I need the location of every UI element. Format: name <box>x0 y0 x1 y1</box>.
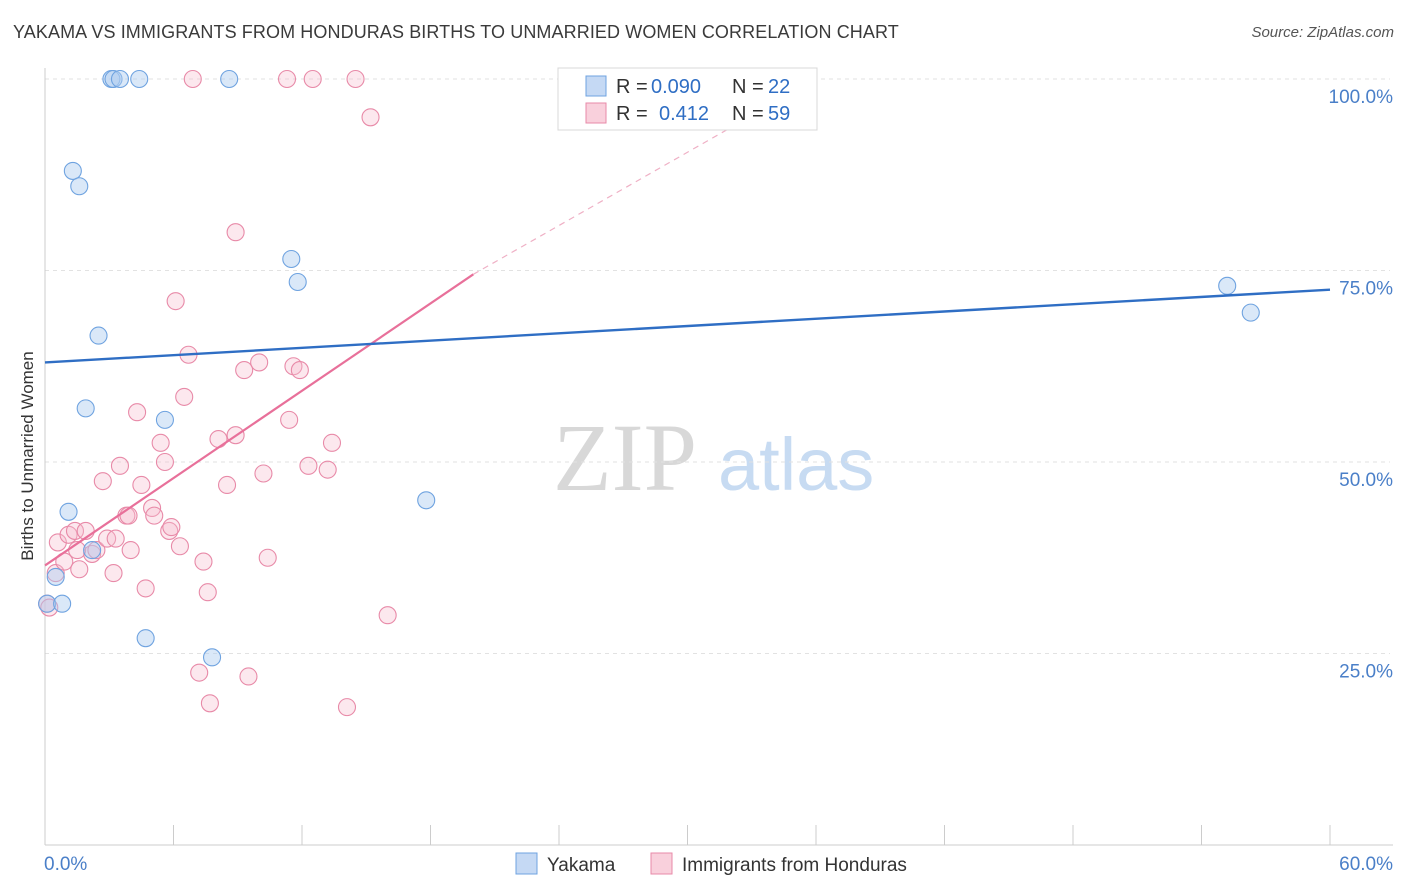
honduras-point <box>93 472 112 491</box>
gridlines: 100.0% 75.0% 50.0% 25.0% <box>45 78 1394 683</box>
yakama-point <box>417 491 436 510</box>
y-tick-label: 25.0% <box>1339 662 1393 683</box>
watermark-atlas: atlas <box>718 423 874 506</box>
honduras-point <box>106 529 125 548</box>
yakama-point <box>83 541 102 560</box>
honduras-point <box>170 537 189 556</box>
yakama-point <box>203 648 222 667</box>
legend-r-label-1: R = <box>616 76 648 98</box>
bottom-legend-honduras: Immigrants from Honduras <box>682 855 907 876</box>
honduras-point <box>250 353 269 372</box>
honduras-point <box>378 606 397 625</box>
honduras-point <box>155 452 174 472</box>
yakama-point <box>1218 276 1237 295</box>
legend-n-value-yakama: 22 <box>768 76 790 98</box>
honduras-point <box>322 433 342 452</box>
honduras-point <box>198 583 217 602</box>
legend-n-label-1: N = <box>732 76 764 98</box>
bottom-legend-swatch-honduras <box>650 852 673 875</box>
bottom-legend-yakama: Yakama <box>547 855 616 876</box>
honduras-point <box>162 518 181 537</box>
yakama-point <box>136 629 155 648</box>
legend-r-label-2: R = <box>616 103 648 125</box>
y-axis-label: Births to Unmarried Women <box>18 351 37 560</box>
honduras-point <box>121 541 140 560</box>
honduras-point <box>166 292 185 311</box>
yakama-point <box>155 410 174 429</box>
honduras-point <box>226 223 245 242</box>
y-tick-label: 100.0% <box>1329 87 1394 108</box>
yakama-point <box>110 69 130 89</box>
yakama-point <box>104 69 123 89</box>
yakama-point <box>70 177 89 196</box>
legend-n-label-2: N = <box>732 103 764 125</box>
honduras-point <box>145 506 164 525</box>
honduras-point <box>200 694 219 713</box>
chart-title: YAKAMA VS IMMIGRANTS FROM HONDURAS BIRTH… <box>13 22 899 42</box>
honduras-point <box>136 579 155 598</box>
honduras-point <box>151 433 170 452</box>
legend-swatch-honduras <box>585 102 607 124</box>
yakama-point <box>76 399 95 418</box>
honduras-point <box>235 361 254 380</box>
legend-n-value-honduras: 59 <box>768 103 790 125</box>
stats-legend: R = 0.090 N = 22 R = 0.412 N = 59 <box>557 67 818 131</box>
legend-r-value-yakama: 0.090 <box>651 76 701 98</box>
honduras-point <box>87 541 106 560</box>
yakama-point <box>220 69 239 89</box>
honduras-point <box>280 410 299 429</box>
x-tick-label-max: 60.0% <box>1339 854 1393 875</box>
y-tick-label: 50.0% <box>1339 470 1393 491</box>
yakama-point <box>38 594 57 613</box>
honduras-point <box>132 475 151 495</box>
honduras-point <box>70 560 89 579</box>
yakama-point <box>53 594 72 613</box>
honduras-point <box>318 460 337 479</box>
honduras-trend-line <box>44 273 474 567</box>
source-label: Source: ZipAtlas.com <box>1251 24 1394 41</box>
yakama-point <box>89 326 108 345</box>
honduras-point <box>217 475 237 495</box>
yakama-point <box>1241 303 1260 322</box>
honduras-point <box>143 498 162 518</box>
honduras-point <box>277 69 297 89</box>
honduras-point <box>190 663 209 682</box>
legend-swatch-yakama <box>585 75 607 97</box>
bottom-legend-swatch-yakama <box>515 852 538 875</box>
watermark-zip: ZIP <box>553 404 697 511</box>
honduras-point <box>175 387 194 406</box>
y-tick-label: 75.0% <box>1339 279 1393 300</box>
axes: 0.0% 60.0% <box>44 68 1393 875</box>
honduras-point <box>258 548 277 567</box>
legend-r-value-honduras: 0.412 <box>659 103 709 125</box>
honduras-point <box>183 69 202 89</box>
honduras-point <box>194 552 213 571</box>
yakama-point <box>130 69 149 89</box>
bottom-legend: Yakama Immigrants from Honduras <box>515 852 907 876</box>
honduras-point <box>110 456 130 475</box>
honduras-point <box>346 69 365 89</box>
honduras-point <box>361 108 380 127</box>
yakama-point <box>63 161 82 180</box>
honduras-point <box>128 403 147 422</box>
honduras-point <box>65 521 85 540</box>
honduras-point <box>254 464 273 483</box>
trend-lines <box>44 78 1331 567</box>
yakama-trend-line <box>44 288 1331 364</box>
honduras-point <box>104 564 123 583</box>
honduras-point <box>299 456 318 475</box>
yakama-point <box>59 502 78 521</box>
honduras-point <box>303 69 322 89</box>
honduras-point <box>337 698 357 717</box>
data-points <box>38 69 1260 717</box>
x-tick-label-min: 0.0% <box>44 854 87 875</box>
yakama-point <box>46 567 65 586</box>
honduras-point <box>290 361 309 380</box>
yakama-point <box>288 272 307 292</box>
yakama-point <box>282 249 301 269</box>
honduras-point <box>209 429 228 449</box>
honduras-point <box>239 667 258 686</box>
